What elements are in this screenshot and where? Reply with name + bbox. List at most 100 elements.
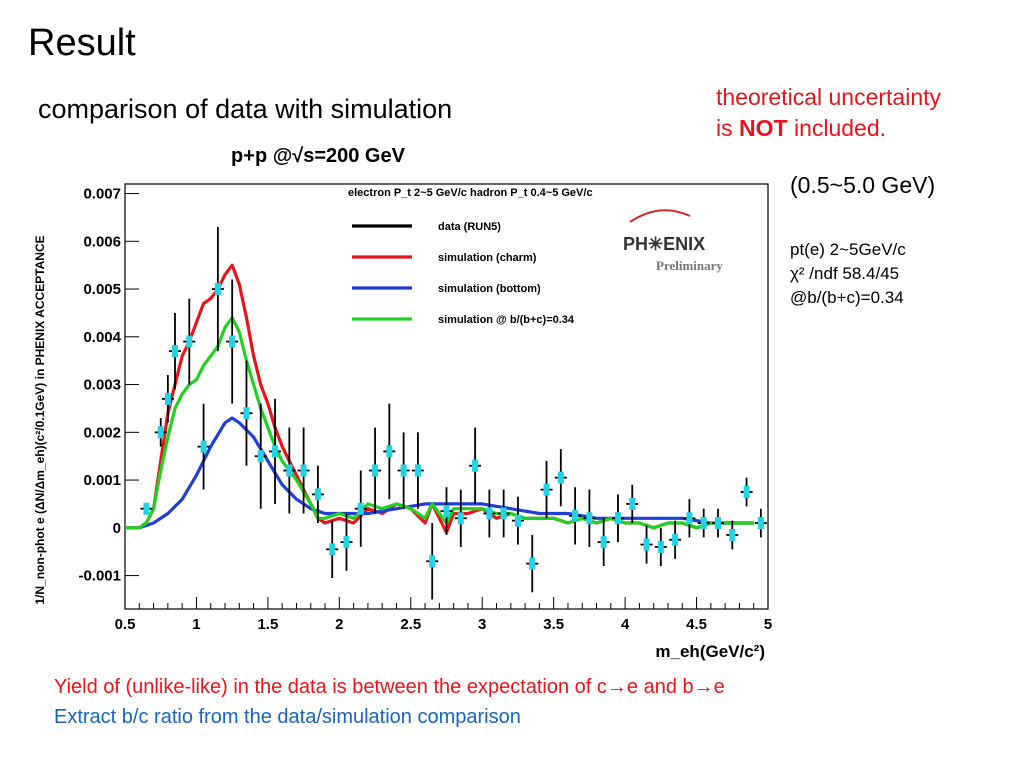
data-point: [726, 520, 739, 550]
data-point: [754, 508, 767, 538]
point-marker: [272, 445, 279, 458]
data-point: [369, 427, 382, 514]
point-marker: [572, 509, 579, 522]
data-point: [669, 520, 682, 559]
point-marker: [214, 283, 221, 296]
point-marker: [472, 459, 479, 472]
point-marker: [243, 407, 250, 420]
plot-frame: [124, 183, 769, 610]
legend-label: simulation @ b/(b+c)=0.34: [438, 314, 575, 326]
point-marker: [372, 464, 379, 477]
data-point: [254, 403, 267, 509]
data-point: [240, 360, 253, 466]
point-marker: [414, 464, 421, 477]
data-point: [554, 449, 567, 507]
fit-line-pt: pt(e) 2~5GeV/c: [790, 240, 906, 259]
point-marker: [443, 505, 450, 518]
data-point: [161, 375, 174, 423]
data-point: [383, 403, 396, 500]
uncertainty-note-line2: is NOT included.: [716, 113, 941, 144]
point-marker: [357, 502, 364, 515]
x-tick-label: 1: [192, 616, 200, 633]
point-marker: [543, 483, 550, 496]
note-not: NOT: [739, 115, 788, 141]
y-tick-label: 0.002: [83, 424, 121, 441]
data-point: [640, 525, 653, 564]
point-marker: [757, 517, 764, 530]
data-point: [311, 465, 324, 524]
y-tick-label: 0.003: [83, 377, 121, 394]
data-point: [697, 508, 710, 538]
y-tick-label: 0.006: [83, 233, 121, 250]
data-point: [340, 513, 353, 571]
fit-line-ratio: @b/(b+c)=0.34: [790, 288, 904, 307]
point-marker: [300, 464, 307, 477]
data-point: [154, 417, 167, 447]
slide-subtitle: comparison of data with simulation: [38, 94, 453, 124]
point-marker: [314, 488, 321, 501]
bottom-note-blue: Extract b/c ratio from the data/simulati…: [54, 706, 521, 728]
point-marker: [686, 512, 693, 525]
y-tick-label: -0.001: [78, 568, 121, 585]
data-point: [269, 398, 282, 504]
data-point: [211, 226, 224, 352]
phenix-logo: PH✳ENIX Preliminary: [623, 209, 723, 273]
fit-line-chi2: χ² /ndf 58.4/45: [790, 264, 900, 283]
point-marker: [743, 486, 750, 499]
uncertainty-note-line1: theoretical uncertainty: [716, 84, 942, 110]
point-marker: [514, 514, 521, 527]
data-point: [540, 460, 553, 519]
fit-info: pt(e) 2~5GeV/c χ² /ndf 58.4/45 @b/(b+c)=…: [790, 238, 906, 310]
point-marker: [386, 445, 393, 458]
data-point: [740, 477, 753, 507]
point-marker: [714, 517, 721, 530]
data-point: [354, 470, 367, 547]
series-line: [125, 316, 754, 530]
point-marker: [529, 557, 536, 570]
point-marker: [629, 497, 636, 510]
point-marker: [457, 512, 464, 525]
data-point: [411, 432, 424, 509]
data-point: [469, 427, 482, 504]
note-pre: is: [716, 115, 739, 141]
data-point: [611, 494, 624, 543]
point-marker: [286, 464, 293, 477]
x-tick-label: 4: [621, 616, 630, 633]
point-marker: [700, 517, 707, 530]
data-point: [426, 523, 439, 600]
point-marker: [229, 335, 236, 348]
legend-label: simulation (charm): [438, 252, 537, 264]
point-marker: [614, 512, 621, 525]
bottom-note-red: Yield of (unlike-like) in the data is be…: [54, 676, 725, 698]
point-marker: [586, 512, 593, 525]
cuts-label: electron P_t 2~5 GeV/c hadron P_t 0.4~5 …: [348, 187, 593, 199]
data-point: [654, 527, 667, 567]
point-marker: [729, 528, 736, 541]
point-marker: [657, 540, 664, 553]
point-marker: [672, 533, 679, 546]
data-point: [483, 489, 496, 538]
point-marker: [557, 471, 564, 484]
data-point: [569, 487, 582, 545]
data-point: [454, 489, 467, 547]
x-tick-label: 3.5: [543, 616, 564, 633]
data-point: [440, 487, 453, 535]
data-point: [583, 489, 596, 547]
point-marker: [257, 450, 264, 463]
point-marker: [143, 502, 150, 515]
data-point: [283, 427, 296, 514]
data-point: [397, 432, 410, 509]
x-tick-label: 5: [764, 616, 772, 633]
data-point: [683, 499, 696, 538]
x-tick-label: 4.5: [686, 616, 707, 633]
slide-title: Result: [28, 22, 136, 64]
data-point: [197, 403, 210, 490]
chart-title: p+p @√s=200 GeV: [231, 145, 406, 167]
x-tick-label: 0.5: [115, 616, 136, 633]
y-tick-label: 0.007: [83, 186, 121, 203]
data-point: [626, 484, 639, 524]
data-point: [297, 427, 310, 514]
x-tick-label: 2: [335, 616, 343, 633]
y-tick-label: 0.005: [83, 281, 121, 298]
x-tick-label: 1.5: [257, 616, 278, 633]
